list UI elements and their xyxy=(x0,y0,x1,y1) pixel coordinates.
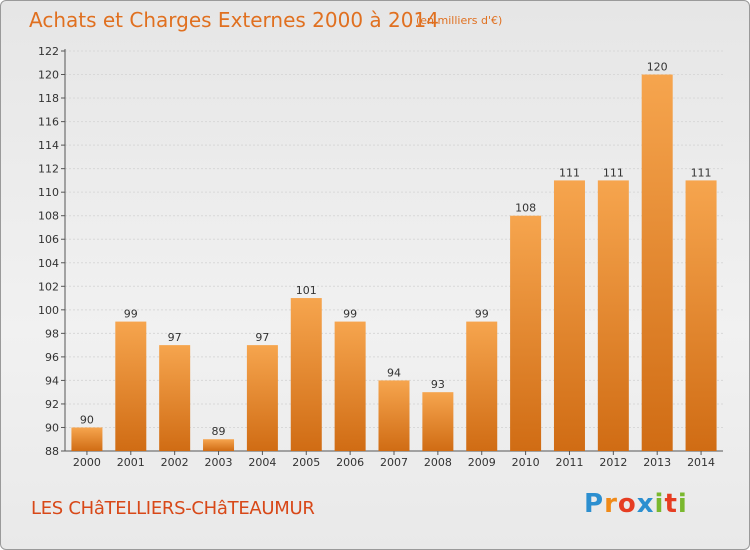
bar-value-label: 120 xyxy=(647,61,668,74)
y-tick-label: 116 xyxy=(38,116,59,129)
bar[interactable] xyxy=(553,180,585,452)
bar-value-label: 97 xyxy=(255,331,269,344)
bar-value-label: 111 xyxy=(691,166,712,179)
bar-value-label: 111 xyxy=(559,166,580,179)
bar[interactable] xyxy=(290,298,322,451)
y-tick-label: 96 xyxy=(45,351,59,364)
bar-value-label: 101 xyxy=(296,284,317,297)
bar-value-label: 111 xyxy=(603,166,624,179)
bar[interactable] xyxy=(71,427,103,451)
y-tick-label: 114 xyxy=(38,139,59,152)
bar[interactable] xyxy=(641,74,673,451)
x-tick-label: 2008 xyxy=(424,456,452,469)
place-name: LES CHâTELLIERS-CHâTEAUMUR xyxy=(31,498,315,519)
bars xyxy=(71,74,717,452)
y-tick-label: 112 xyxy=(38,163,59,176)
bar-value-label: 108 xyxy=(515,202,536,215)
bar[interactable] xyxy=(685,180,717,452)
bar-value-label: 89 xyxy=(212,425,226,438)
bar-value-label: 97 xyxy=(168,331,182,344)
y-tick-label: 122 xyxy=(38,45,59,58)
bar-value-label: 94 xyxy=(387,366,401,379)
logo-letter: x xyxy=(636,489,655,519)
x-tick-label: 2007 xyxy=(380,456,408,469)
bar[interactable] xyxy=(246,345,278,451)
y-tick-label: 106 xyxy=(38,233,59,246)
y-tick-label: 100 xyxy=(38,304,59,317)
x-tick-label: 2001 xyxy=(117,456,145,469)
bar[interactable] xyxy=(378,380,410,451)
y-tick-label: 118 xyxy=(38,92,59,105)
x-tick-label: 2000 xyxy=(73,456,101,469)
y-tick-label: 92 xyxy=(45,398,59,411)
logo-letter: i xyxy=(654,489,665,519)
bar[interactable] xyxy=(159,345,191,451)
chart-subtitle: (en milliers d'€) xyxy=(416,14,503,27)
y-tick-label: 90 xyxy=(45,421,59,434)
bar[interactable] xyxy=(510,215,542,451)
y-tick-label: 120 xyxy=(38,69,59,82)
bar-value-label: 99 xyxy=(475,308,489,321)
bar[interactable] xyxy=(115,321,147,451)
x-tick-label: 2012 xyxy=(599,456,627,469)
y-tick-label: 98 xyxy=(45,327,59,340)
labels: 90 99 97 89 97 101 99 94 93 99 108 111 111 120 111 xyxy=(80,61,712,439)
x-tick-label: 2010 xyxy=(512,456,540,469)
bar[interactable] xyxy=(597,180,629,452)
bar-value-label: 93 xyxy=(431,378,445,391)
logo-letter: o xyxy=(617,489,637,519)
x-tick-label: 2002 xyxy=(161,456,189,469)
y-tick-label: 102 xyxy=(38,280,59,293)
bar[interactable] xyxy=(422,392,454,451)
logo-letter: P xyxy=(584,489,605,519)
x-tick-label: 2003 xyxy=(205,456,233,469)
logo-letter: i xyxy=(677,489,688,519)
bar[interactable] xyxy=(334,321,366,451)
proxiti-logo[interactable]: Proxiti xyxy=(584,489,688,519)
y-tick-label: 88 xyxy=(45,445,59,458)
y-tick-label: 94 xyxy=(45,374,59,387)
x-tick-label: 2014 xyxy=(687,456,715,469)
x-tick-label: 2013 xyxy=(643,456,671,469)
bar-value-label: 90 xyxy=(80,413,94,426)
bar-value-label: 99 xyxy=(343,308,357,321)
y-tick-label: 108 xyxy=(38,210,59,223)
x-tick-label: 2009 xyxy=(468,456,496,469)
x-tick-label: 2005 xyxy=(292,456,320,469)
x-tick-label: 2004 xyxy=(248,456,276,469)
x-tick-label: 2011 xyxy=(555,456,583,469)
bar[interactable] xyxy=(466,321,498,451)
y-tick-label: 110 xyxy=(38,186,59,199)
logo-letter: r xyxy=(604,489,618,519)
y-tick-label: 104 xyxy=(38,257,59,270)
bar-value-label: 99 xyxy=(124,308,138,321)
x-tick-label: 2006 xyxy=(336,456,364,469)
logo-letter: t xyxy=(664,489,678,519)
chart-title: Achats et Charges Externes 2000 à 2014 xyxy=(29,8,439,32)
bar[interactable] xyxy=(203,439,235,451)
